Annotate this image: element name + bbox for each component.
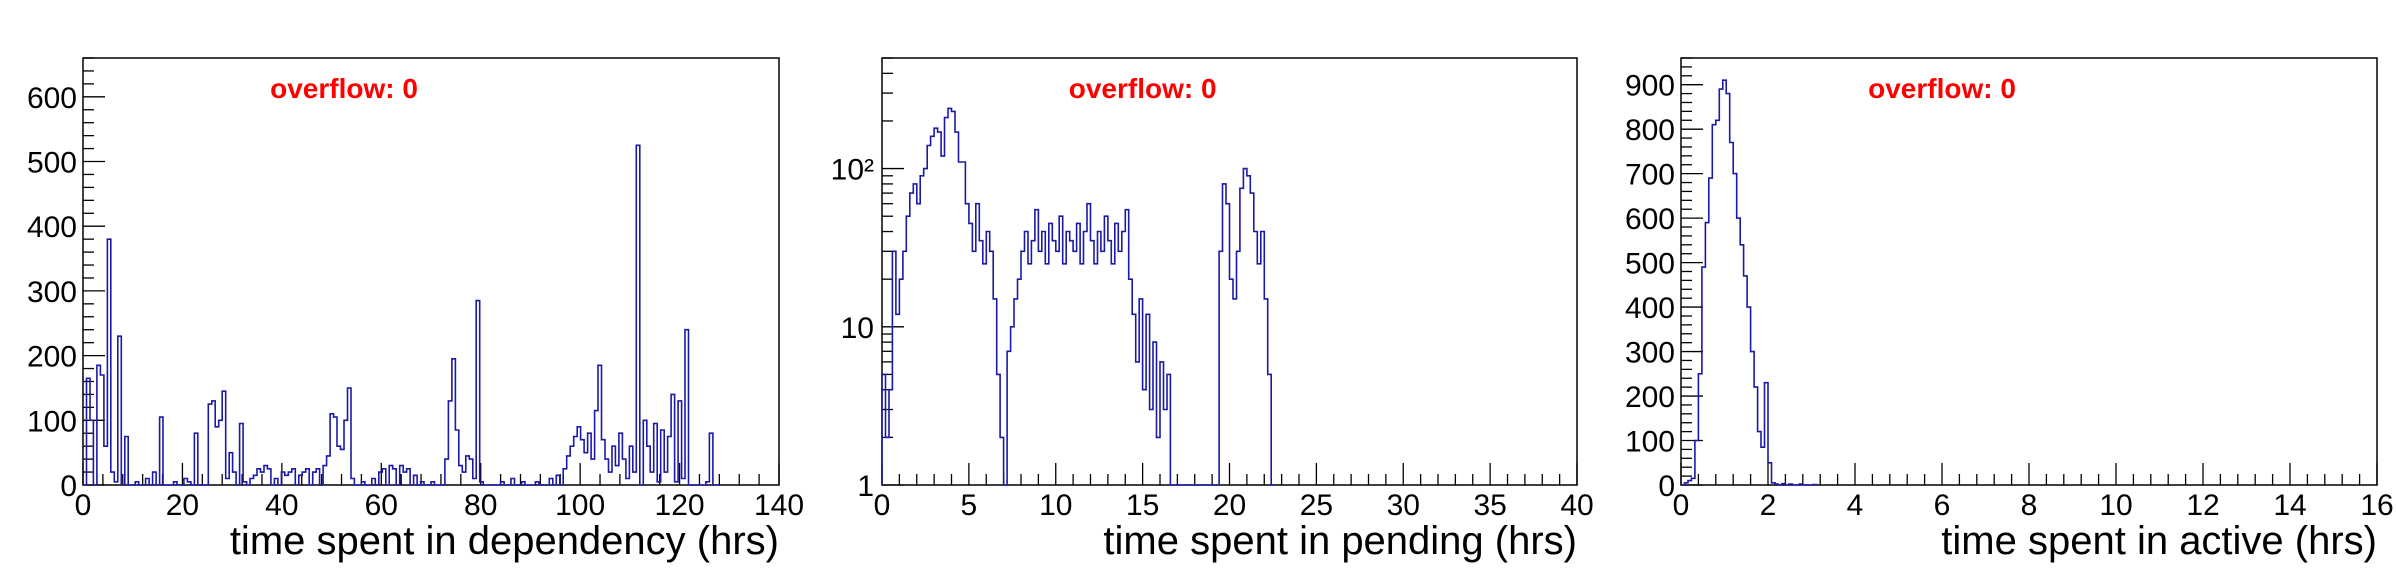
plot-frame (1680, 57, 2378, 486)
tick-group: 0 5 10 15 20 25 30 35 40 1 10 10² (831, 57, 1594, 522)
y-tick-label: 800 (1625, 114, 1675, 147)
overflow-label: overflow: 0 (1069, 73, 1217, 104)
x-tick-label: 4 (1847, 489, 1864, 522)
y-tick-label: 900 (1625, 70, 1675, 103)
overflow-label: overflow: 0 (270, 73, 418, 104)
histogram-line (881, 107, 1275, 486)
tick-group: 0 2 4 6 8 10 12 14 16 0 100 200 300 400 500 600 700 800 90… (1625, 57, 2394, 522)
overflow-label: overflow: 0 (1868, 73, 2016, 104)
x-tick-label: 10 (2099, 489, 2132, 522)
y-tick-label: 600 (1625, 203, 1675, 236)
x-tick-label: 5 (961, 489, 978, 522)
x-tick-label: 14 (2273, 489, 2306, 522)
x-tick-label: 0 (1673, 489, 1690, 522)
x-tick-label: 2 (1760, 489, 1777, 522)
y-tick-label: 400 (1625, 292, 1675, 325)
x-tick-label: 12 (2186, 489, 2219, 522)
x-tick-label: 10 (1039, 489, 1072, 522)
y-tick-label: 500 (1625, 248, 1675, 281)
y-tick-label: 1 (857, 470, 874, 503)
x-tick-label: 40 (1560, 489, 1593, 522)
panel-pending: 0 5 10 15 20 25 30 35 40 1 10 10² overflow: 0 time … (831, 57, 1594, 563)
y-tick-label: 600 (27, 82, 77, 115)
x-tick-label: 140 (754, 489, 804, 522)
x-axis-title: time spent in active (hrs) (1941, 519, 2377, 563)
x-tick-label: 15 (1126, 489, 1159, 522)
y-tick-label: 10² (831, 154, 874, 187)
x-axis-title: time spent in dependency (hrs) (230, 519, 779, 563)
y-tick-label: 300 (1625, 337, 1675, 370)
panel-dependency: 0 20 40 60 80 100 120 140 0 100 200 300 400 500 600 ov… (27, 57, 804, 563)
tick-group: 0 20 40 60 80 100 120 140 0 100 200 300 400 500 600 (27, 57, 804, 522)
y-tick-label: 200 (1625, 381, 1675, 414)
x-tick-label: 60 (365, 489, 398, 522)
x-tick-label: 16 (2360, 489, 2393, 522)
x-tick-label: 8 (2021, 489, 2038, 522)
y-tick-label: 0 (60, 470, 77, 503)
y-tick-label: 0 (1658, 470, 1675, 503)
y-tick-label: 200 (27, 341, 77, 374)
x-tick-label: 120 (655, 489, 705, 522)
y-tick-label: 500 (27, 147, 77, 180)
x-tick-label: 25 (1300, 489, 1333, 522)
x-tick-label: 0 (874, 489, 891, 522)
y-tick-label: 400 (27, 211, 77, 244)
x-tick-label: 30 (1387, 489, 1420, 522)
x-tick-label: 100 (555, 489, 605, 522)
histogram-line (1681, 79, 1818, 486)
x-tick-label: 20 (1213, 489, 1246, 522)
histogram-line (83, 144, 720, 486)
x-tick-label: 20 (166, 489, 199, 522)
y-tick-label: 700 (1625, 159, 1675, 192)
y-tick-label: 100 (27, 405, 77, 438)
x-tick-label: 35 (1473, 489, 1506, 522)
x-axis-title: time spent in pending (hrs) (1103, 519, 1577, 563)
y-tick-label: 300 (27, 276, 77, 309)
panel-active: 0 2 4 6 8 10 12 14 16 0 100 200 300 400 500 600 700 800 90… (1625, 57, 2394, 563)
x-tick-label: 40 (265, 489, 298, 522)
y-tick-label: 10 (841, 312, 874, 345)
x-tick-label: 6 (1934, 489, 1951, 522)
x-tick-label: 0 (75, 489, 92, 522)
y-tick-label: 100 (1625, 426, 1675, 459)
x-tick-label: 80 (464, 489, 497, 522)
